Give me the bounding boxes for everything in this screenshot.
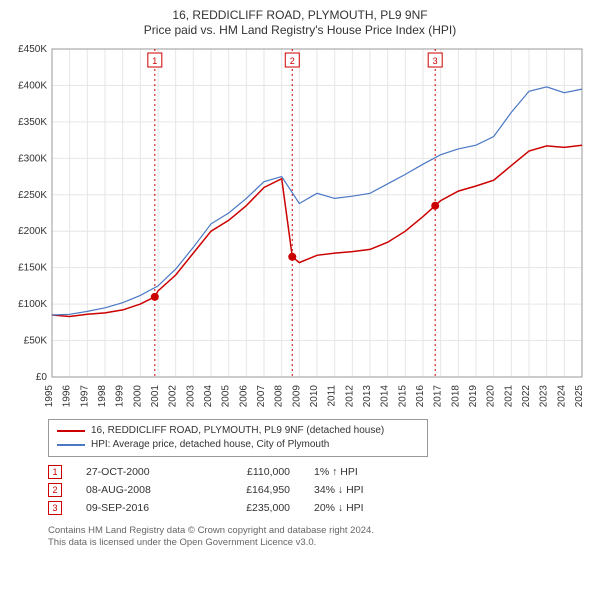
sale-marker-label: 2 (290, 56, 295, 66)
y-axis-label: £350K (18, 117, 47, 128)
x-axis-label: 1998 (97, 385, 108, 408)
x-axis-label: 2002 (168, 385, 179, 408)
x-axis-label: 1995 (44, 385, 55, 408)
y-axis-label: £450K (18, 44, 47, 55)
price-chart: £0 £50K £100K £150K £200K £250K £300K £350K £400… (8, 43, 592, 413)
x-axis-label: 2013 (362, 385, 373, 408)
legend-swatch (57, 430, 85, 432)
legend-item: HPI: Average price, detached house, City… (57, 438, 419, 452)
x-axis-label: 2001 (150, 385, 161, 408)
sale-price: £110,000 (210, 466, 290, 478)
y-axis-label: £250K (18, 190, 47, 201)
sale-date: 09-SEP-2016 (86, 502, 186, 514)
x-axis-label: 2025 (574, 385, 585, 408)
sale-row: 3 09-SEP-2016 £235,000 20% ↓ HPI (48, 499, 592, 517)
x-axis-label: 2009 (291, 385, 302, 408)
legend: 16, REDDICLIFF ROAD, PLYMOUTH, PL9 9NF (… (48, 419, 428, 457)
sale-date: 08-AUG-2008 (86, 484, 186, 496)
x-axis-label: 2024 (556, 385, 567, 408)
y-axis-label: £50K (24, 336, 48, 347)
x-axis-label: 2003 (185, 385, 196, 408)
x-axis-label: 2022 (521, 385, 532, 408)
x-axis-label: 1999 (115, 385, 126, 408)
sales-table: 1 27-OCT-2000 £110,000 1% ↑ HPI 2 08-AUG-2008… (48, 463, 592, 517)
x-axis-label: 2016 (415, 385, 426, 408)
x-axis-label: 2010 (309, 385, 320, 408)
footer-line: Contains HM Land Registry data © Crown c… (48, 525, 592, 537)
x-axis-label: 2020 (486, 385, 497, 408)
page-title-address: 16, REDDICLIFF ROAD, PLYMOUTH, PL9 9NF (8, 8, 592, 22)
x-axis-label: 2011 (327, 385, 338, 407)
sale-price: £235,000 (210, 502, 290, 514)
x-axis-label: 2007 (256, 385, 267, 408)
attribution-footer: Contains HM Land Registry data © Crown c… (48, 525, 592, 550)
x-axis-label: 2004 (203, 385, 214, 408)
x-axis-label: 2005 (221, 385, 232, 408)
sale-marker-box: 2 (48, 483, 62, 497)
sale-marker-box: 1 (48, 465, 62, 479)
y-axis-label: £300K (18, 153, 47, 164)
x-axis-label: 2015 (397, 385, 408, 408)
x-axis-label: 2017 (433, 385, 444, 408)
x-axis-label: 2021 (503, 385, 514, 408)
y-axis-label: £400K (18, 80, 47, 91)
sale-marker-label: 3 (433, 56, 438, 66)
page-title-sub: Price paid vs. HM Land Registry's House … (8, 23, 592, 37)
sale-hpi-delta: 34% ↓ HPI (314, 484, 414, 496)
legend-label: HPI: Average price, detached house, City… (91, 438, 329, 452)
sale-date: 27-OCT-2000 (86, 466, 186, 478)
y-axis-label: £100K (18, 299, 47, 310)
x-axis-label: 1997 (79, 385, 90, 408)
x-axis-label: 2008 (274, 385, 285, 408)
x-axis-label: 2012 (344, 385, 355, 408)
y-axis-label: £0 (36, 372, 48, 383)
y-axis-label: £150K (18, 263, 47, 274)
x-axis-label: 2006 (238, 385, 249, 408)
y-axis-label: £200K (18, 226, 47, 237)
sale-hpi-delta: 1% ↑ HPI (314, 466, 414, 478)
x-axis-label: 1996 (62, 385, 73, 408)
x-axis-label: 2023 (539, 385, 550, 408)
footer-line: This data is licensed under the Open Gov… (48, 537, 592, 549)
sale-price: £164,950 (210, 484, 290, 496)
legend-item: 16, REDDICLIFF ROAD, PLYMOUTH, PL9 9NF (… (57, 424, 419, 438)
x-axis-label: 2019 (468, 385, 479, 408)
sale-row: 2 08-AUG-2008 £164,950 34% ↓ HPI (48, 481, 592, 499)
sale-row: 1 27-OCT-2000 £110,000 1% ↑ HPI (48, 463, 592, 481)
sale-marker-label: 1 (152, 56, 157, 66)
sale-hpi-delta: 20% ↓ HPI (314, 502, 414, 514)
x-axis-label: 2018 (450, 385, 461, 408)
sale-marker-box: 3 (48, 501, 62, 515)
legend-swatch (57, 444, 85, 446)
x-axis-label: 2000 (132, 385, 143, 408)
legend-label: 16, REDDICLIFF ROAD, PLYMOUTH, PL9 9NF (… (91, 424, 384, 438)
x-axis-label: 2014 (380, 385, 391, 408)
